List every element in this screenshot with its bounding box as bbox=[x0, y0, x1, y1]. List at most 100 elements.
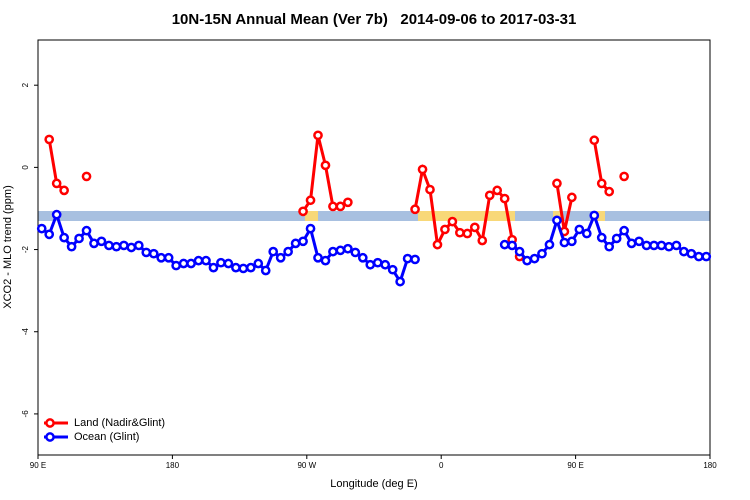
data-point bbox=[350, 247, 361, 258]
data-point bbox=[245, 262, 256, 273]
x-tick-label: 180 bbox=[703, 461, 717, 470]
data-point bbox=[589, 135, 600, 146]
y-tick-label: -4 bbox=[21, 328, 30, 336]
data-point bbox=[552, 178, 562, 189]
data-point bbox=[567, 236, 577, 247]
data-point bbox=[320, 160, 331, 171]
data-point bbox=[619, 171, 629, 182]
data-point bbox=[216, 257, 226, 268]
data-point bbox=[44, 229, 55, 240]
data-point bbox=[133, 240, 144, 251]
data-point bbox=[111, 241, 122, 252]
data-point bbox=[148, 248, 159, 259]
land-band bbox=[596, 211, 605, 221]
data-point bbox=[81, 171, 92, 182]
data-point bbox=[529, 253, 540, 264]
data-point bbox=[343, 243, 353, 254]
land-band bbox=[418, 211, 515, 221]
data-point bbox=[238, 263, 249, 274]
data-point bbox=[432, 239, 443, 250]
data-point bbox=[380, 259, 391, 270]
data-point bbox=[298, 206, 308, 217]
data-point bbox=[260, 265, 271, 276]
data-point bbox=[335, 245, 346, 256]
data-point bbox=[104, 240, 114, 251]
data-point bbox=[462, 228, 473, 239]
data-point bbox=[649, 240, 659, 251]
legend-marker bbox=[45, 432, 55, 442]
data-point bbox=[156, 252, 167, 263]
x-axis-label: Longitude (deg E) bbox=[330, 478, 417, 490]
data-point bbox=[589, 210, 600, 221]
data-point bbox=[365, 259, 376, 270]
series-line bbox=[49, 135, 624, 256]
land-band bbox=[305, 211, 318, 221]
data-point bbox=[81, 225, 92, 236]
data-point bbox=[484, 190, 495, 201]
data-point bbox=[701, 251, 712, 262]
data-point bbox=[298, 236, 308, 247]
data-point bbox=[320, 255, 331, 266]
data-point bbox=[410, 254, 420, 265]
data-point bbox=[626, 238, 637, 249]
data-point bbox=[499, 239, 510, 250]
data-point bbox=[604, 241, 615, 252]
data-point bbox=[567, 192, 577, 203]
data-point bbox=[253, 258, 264, 269]
data-point bbox=[596, 178, 607, 189]
data-point bbox=[402, 253, 413, 264]
data-point bbox=[193, 255, 204, 266]
data-point bbox=[126, 242, 137, 253]
plot-frame bbox=[37, 39, 711, 456]
x-tick-label: 90 E bbox=[30, 461, 46, 470]
data-point bbox=[208, 262, 219, 273]
data-point bbox=[231, 262, 241, 273]
x-tick-label: 90 E bbox=[567, 461, 583, 470]
data-point bbox=[552, 215, 562, 226]
data-point bbox=[171, 260, 181, 271]
data-point bbox=[343, 197, 353, 208]
data-point bbox=[581, 228, 592, 239]
data-point bbox=[328, 201, 338, 212]
data-point bbox=[514, 246, 525, 257]
data-point bbox=[44, 134, 55, 145]
data-point bbox=[417, 164, 428, 175]
data-point bbox=[410, 204, 420, 215]
data-point bbox=[268, 246, 279, 257]
data-point bbox=[328, 246, 338, 257]
data-point bbox=[335, 201, 346, 212]
data-point bbox=[693, 251, 704, 262]
data-point bbox=[522, 255, 532, 266]
data-point bbox=[455, 227, 465, 238]
data-point bbox=[656, 240, 667, 251]
data-point bbox=[440, 224, 450, 235]
data-point bbox=[619, 225, 629, 236]
y-axis-label: XCO2 - MLO trend (ppm) bbox=[2, 185, 14, 308]
data-point bbox=[313, 130, 323, 141]
data-point bbox=[283, 246, 293, 257]
data-point bbox=[574, 224, 585, 235]
x-tick-label: 0 bbox=[439, 461, 444, 470]
data-point bbox=[507, 240, 517, 251]
data-point bbox=[59, 185, 69, 196]
data-point bbox=[372, 257, 383, 268]
data-point bbox=[664, 241, 674, 252]
x-tick-label: 180 bbox=[166, 461, 180, 470]
data-point bbox=[313, 252, 323, 263]
data-point bbox=[96, 236, 107, 247]
data-point bbox=[51, 178, 62, 189]
data-point bbox=[89, 238, 99, 249]
data-point bbox=[305, 223, 316, 234]
data-point bbox=[604, 186, 615, 197]
data-point bbox=[305, 195, 316, 206]
ocean-band bbox=[38, 211, 710, 221]
legend-marker bbox=[45, 418, 55, 428]
data-point bbox=[499, 193, 510, 204]
data-point bbox=[59, 232, 69, 243]
legend-label: Ocean (Glint) bbox=[74, 431, 139, 443]
data-point bbox=[425, 184, 435, 195]
chart-title: 10N-15N Annual Mean (Ver 7b) 2014-09-06 … bbox=[172, 11, 577, 28]
data-point bbox=[387, 264, 398, 275]
data-point bbox=[492, 185, 503, 196]
